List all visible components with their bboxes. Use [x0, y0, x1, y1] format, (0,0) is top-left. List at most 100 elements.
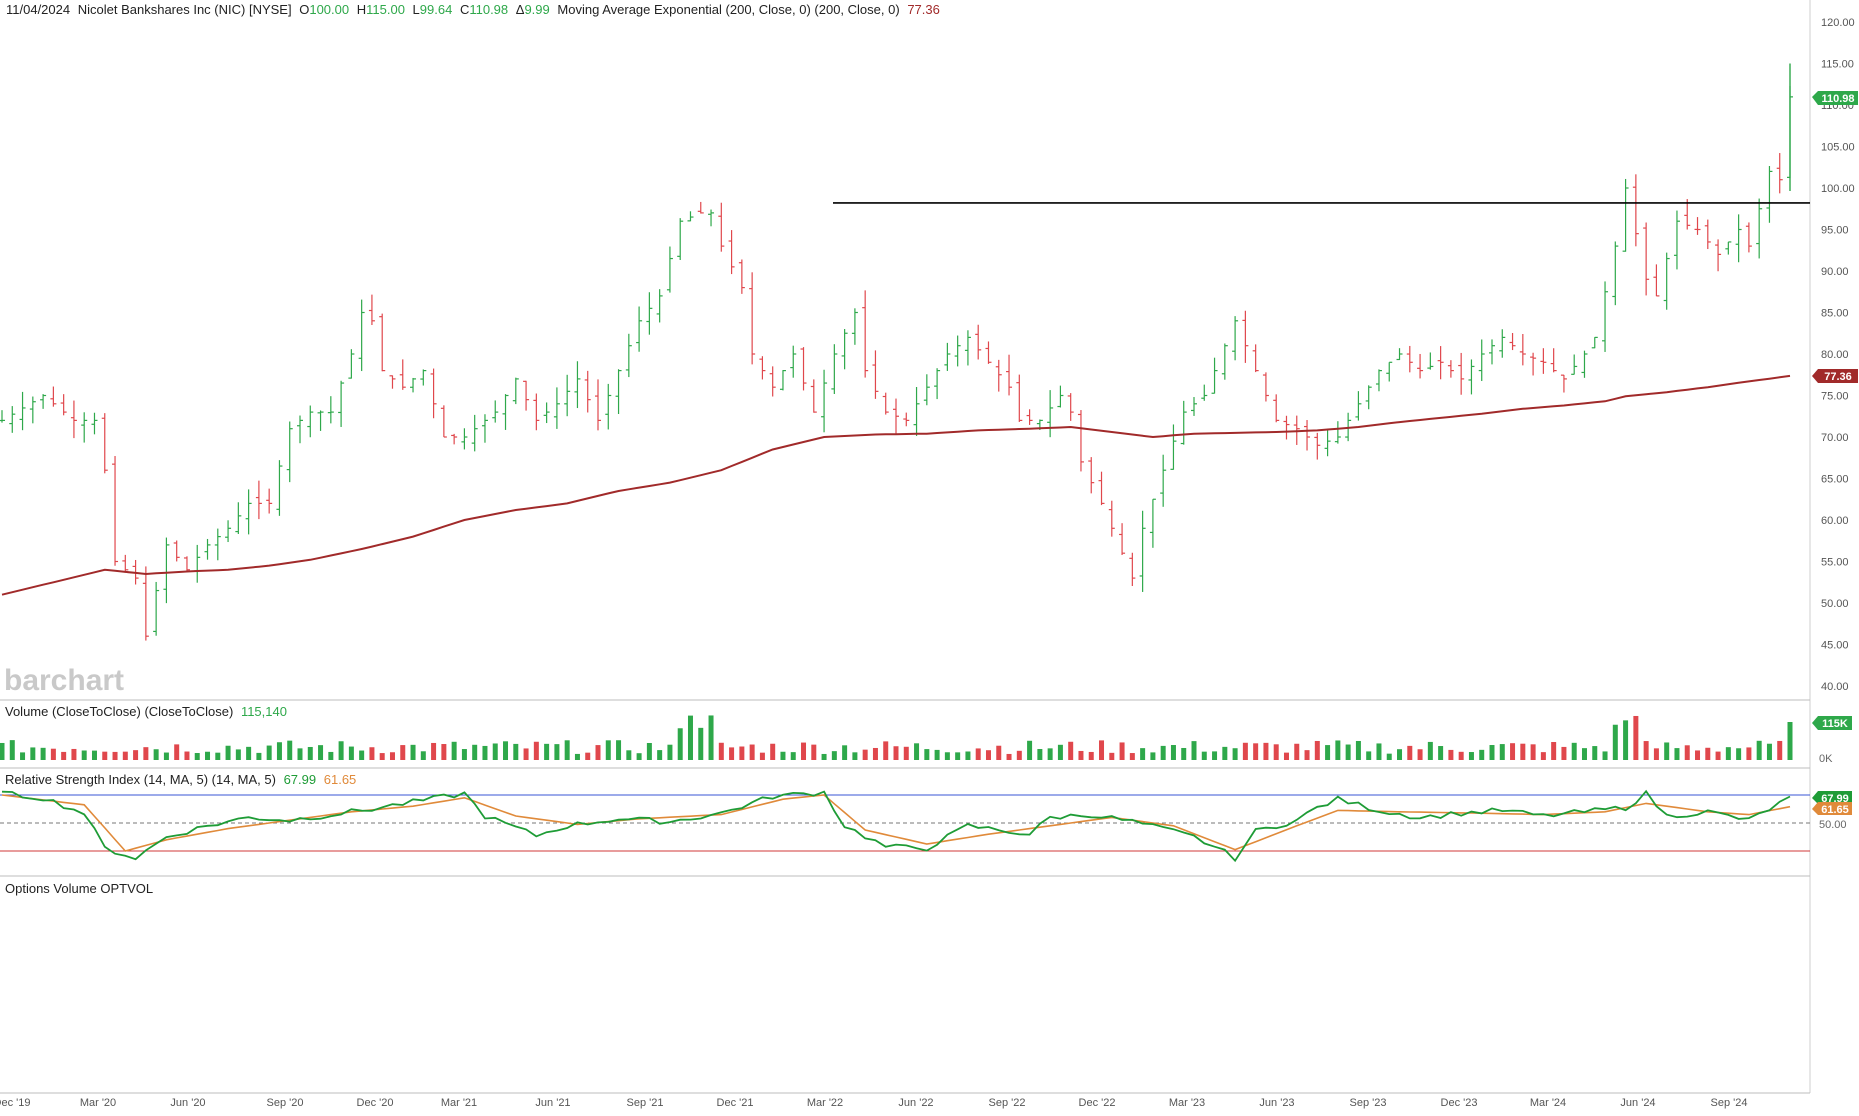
volume-bar	[1746, 747, 1752, 760]
x-tick-label: Dec '21	[717, 1097, 754, 1109]
volume-bar	[1160, 745, 1166, 760]
volume-bar	[544, 743, 550, 760]
volume-bar	[1212, 751, 1218, 760]
volume-bar	[1766, 743, 1772, 760]
volume-bar	[1273, 744, 1279, 760]
y-tick-label: 85.00	[1821, 308, 1849, 320]
volume-bar	[842, 745, 848, 760]
x-tick-label: Jun '22	[898, 1097, 933, 1109]
volume-bar	[431, 742, 437, 760]
y-tick-label: 60.00	[1821, 515, 1849, 527]
volume-legend: Volume (CloseToClose) (CloseToClose) 115…	[5, 704, 287, 719]
volume-bar	[81, 750, 87, 760]
volume-bar	[1438, 746, 1444, 760]
legend-change-value: 9.99	[524, 2, 549, 17]
volume-bar	[1027, 740, 1033, 760]
volume-bar	[1304, 750, 1310, 760]
volume-bar	[1181, 747, 1187, 760]
volume-bar	[1253, 743, 1259, 760]
x-tick-label: Dec '22	[1079, 1097, 1116, 1109]
volume-bar	[698, 727, 704, 760]
volume-bar	[1592, 746, 1598, 760]
volume-bar	[133, 750, 139, 760]
legend-close-value: 110.98	[469, 2, 508, 17]
legend-ma-label: Moving Average Exponential (200, Close, …	[557, 2, 899, 17]
x-axis-ticks: Dec '19 Mar '20 Jun '20 Sep '20 Dec '20 Mar '…	[0, 1097, 1747, 1109]
volume-bar	[1068, 741, 1074, 760]
volume-bar	[1417, 749, 1423, 760]
volume-bar	[420, 751, 426, 760]
x-tick-label: Jun '21	[535, 1097, 570, 1109]
y-tick-label: 65.00	[1821, 474, 1849, 486]
volume-bar	[934, 749, 940, 760]
volume-bar	[985, 750, 991, 760]
volume-bar	[729, 747, 735, 760]
volume-bar	[194, 753, 200, 760]
volume-bar	[338, 741, 344, 760]
volume-bar	[883, 741, 889, 760]
volume-bar	[1294, 743, 1300, 760]
ema-path	[1, 374, 1791, 596]
x-tick-label: Mar '22	[807, 1097, 843, 1109]
volume-bar	[872, 747, 878, 760]
volume-bar	[862, 749, 868, 760]
volume-bar	[266, 745, 272, 760]
volume-bar	[739, 746, 745, 760]
volume-bar	[1551, 742, 1557, 760]
volume-bar	[482, 745, 488, 760]
volume-bar	[1397, 749, 1403, 760]
volume-bar	[1386, 753, 1392, 760]
volume-bar	[1283, 752, 1289, 760]
last-price-badge-text: 110.98	[1821, 93, 1854, 105]
volume-bar	[1736, 748, 1742, 760]
volume-bar	[1201, 751, 1207, 760]
volume-bar	[1479, 749, 1485, 760]
rsi-ma-badge: 61.65	[1812, 802, 1852, 816]
volume-bar	[903, 746, 909, 760]
legend-date: 11/04/2024	[6, 2, 70, 17]
volume-bar	[1263, 742, 1269, 760]
x-tick-label: Dec '23	[1441, 1097, 1478, 1109]
volume-bar	[1355, 740, 1361, 760]
volume-bar	[1037, 749, 1043, 760]
volume-bar	[461, 749, 467, 760]
volume-bar	[1427, 741, 1433, 760]
x-tick-label: Dec '20	[357, 1097, 394, 1109]
volume-bar	[1376, 743, 1382, 760]
x-tick-label: Mar '24	[1530, 1097, 1566, 1109]
y-tick-label: 100.00	[1821, 183, 1855, 195]
volume-bar	[1684, 745, 1690, 760]
volume-bar	[646, 742, 652, 760]
volume-bar	[852, 752, 858, 760]
volume-bar	[1314, 740, 1320, 760]
legend-low-value: 99.64	[420, 2, 453, 17]
volume-bar	[1489, 745, 1495, 760]
x-tick-label: Dec '19	[0, 1097, 30, 1109]
last-price-badge: 110.98	[1812, 91, 1858, 105]
volume-bar	[287, 740, 293, 760]
volume-value: 115,140	[241, 704, 287, 719]
y-tick-label: 90.00	[1821, 266, 1849, 278]
legend-low-label: L	[413, 2, 420, 17]
volume-bar	[1150, 752, 1156, 760]
volume-bar	[1612, 724, 1618, 760]
volume-bar	[379, 753, 385, 760]
volume-bar	[1119, 742, 1125, 760]
rsi-path	[1, 789, 1791, 863]
volume-bar	[1581, 748, 1587, 760]
volume-bar	[1520, 743, 1526, 760]
volume-bar	[1674, 748, 1680, 760]
volume-bar	[348, 746, 354, 760]
volume-bar	[780, 751, 786, 760]
ema-badge: 77.36	[1812, 369, 1858, 383]
volume-bar	[492, 743, 498, 760]
volume-bar	[0, 742, 5, 760]
volume-bar	[1602, 751, 1608, 760]
volume-bar	[1653, 748, 1659, 760]
y-tick-label: 55.00	[1821, 557, 1849, 569]
volume-bar	[1057, 744, 1063, 760]
volume-bar	[297, 748, 303, 760]
volume-bar	[1715, 751, 1721, 760]
legend-symbol: Nicolet Bankshares Inc (NIC) [NYSE]	[78, 2, 292, 17]
volume-bar	[369, 747, 375, 760]
